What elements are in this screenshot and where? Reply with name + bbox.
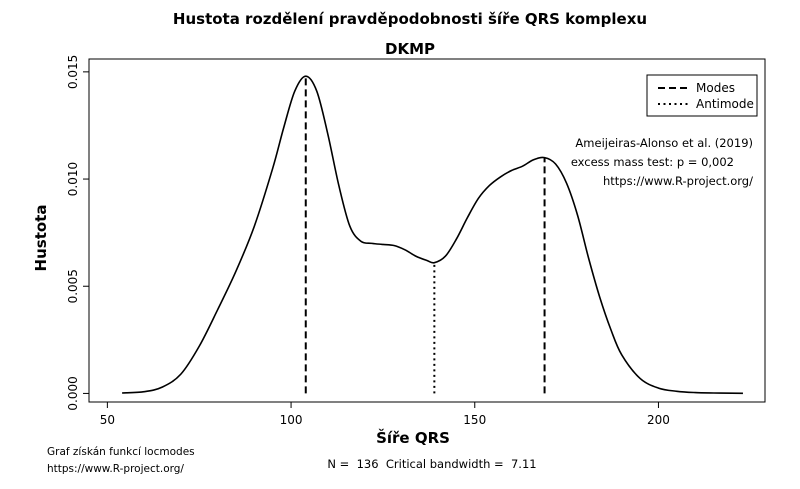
footnote-line-2: https://www.R-project.org/ (47, 463, 184, 475)
y-axis: 0.000 0.005 0.010 0.015 (66, 55, 89, 411)
x-tick-label-150: 150 (463, 413, 486, 427)
plot-frame (88, 58, 766, 403)
x-tick-label-100: 100 (280, 413, 303, 427)
sample-size-caption: N = 136 Critical bandwidth = 7.11 (327, 457, 536, 471)
legend-box (646, 74, 758, 117)
mode-lines (304, 76, 546, 394)
x-axis-title: Šíře QRS (376, 428, 450, 447)
legend: Modes Antimode (646, 74, 758, 117)
legend-antimode-label: Antimode (696, 97, 754, 111)
x-tick-label-50: 50 (100, 413, 115, 427)
chart-subtitle: DKMP (385, 40, 435, 58)
y-tick-label-2: 0.010 (66, 162, 80, 196)
y-tick-label-1: 0.005 (66, 269, 80, 303)
x-axis: 50 100 150 200 (100, 402, 670, 427)
y-tick-label-3: 0.015 (66, 55, 80, 89)
legend-modes-label: Modes (696, 81, 735, 95)
y-axis-title: Hustota (32, 205, 50, 272)
x-tick-label-200: 200 (647, 413, 670, 427)
annotation-url: https://www.R-project.org/ (603, 174, 753, 188)
density-series-line (122, 75, 743, 395)
annotation-citation: Ameijeiras-Alonso et al. (2019) (575, 136, 753, 150)
chart-title: Hustota rozdělení pravděpodobnosti šíře … (173, 10, 647, 28)
annotation-test-result: excess mass test: p = 0,002 (571, 155, 734, 169)
footnote-line-1: Graf získán funkcí locmodes (47, 446, 195, 458)
y-tick-label-0: 0.000 (66, 376, 80, 410)
